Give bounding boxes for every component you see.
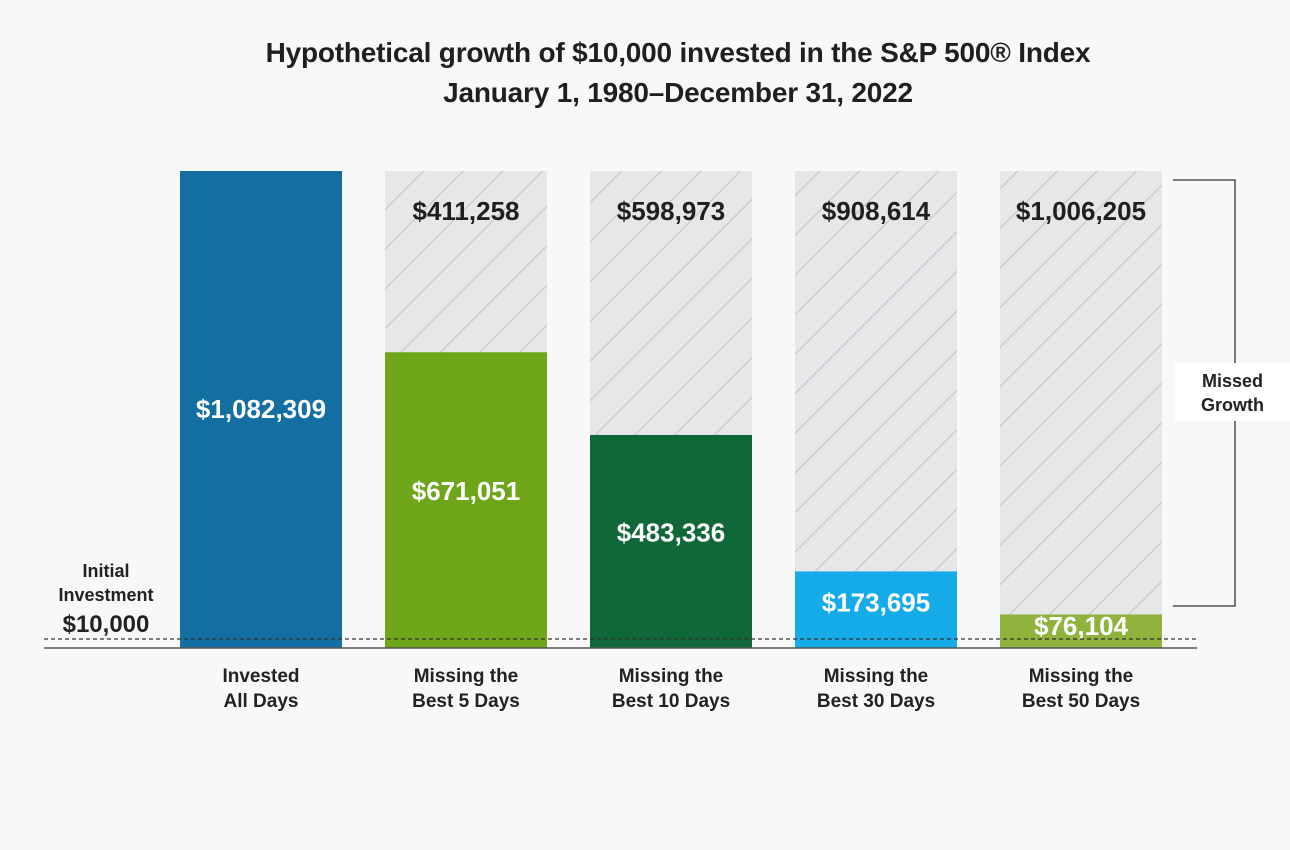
bars-layer: $1,082,309 Invested All Days $671,051 $411,2…: [180, 171, 1162, 712]
missed-value-label: $598,973: [617, 196, 725, 226]
initial-investment-value: $10,000: [63, 611, 150, 638]
value-label: $483,336: [617, 517, 725, 547]
initial-investment-label-1: Initial: [82, 561, 129, 581]
value-bar: [1000, 614, 1162, 648]
category-label-line-2: Best 50 Days: [1022, 691, 1140, 712]
bar-group-4: $173,695 $908,614 Missing the Best 30 Days: [795, 171, 957, 712]
category-label-line-2: Best 10 Days: [612, 691, 730, 712]
value-label: $173,695: [822, 588, 930, 618]
category-label-line-2: Best 5 Days: [412, 691, 520, 712]
missed-growth-area: [1000, 171, 1162, 648]
value-bar: [795, 571, 957, 648]
value-label: $671,051: [412, 476, 520, 506]
category-label-line-2: All Days: [224, 691, 299, 712]
missed-value-label: $411,258: [412, 196, 519, 226]
bar-group-2: $671,051 $411,258 Missing the Best 5 Days: [385, 171, 547, 712]
value-label: $76,104: [1034, 611, 1129, 641]
category-label-line-1: Missing the: [619, 666, 724, 687]
category-label-line-1: Missing the: [824, 666, 929, 687]
missed-growth-line-1: Missed: [1201, 371, 1264, 391]
category-label-line-1: Missing the: [1029, 666, 1134, 687]
initial-investment-label-2: Investment: [58, 585, 153, 605]
missed-value-label: $908,614: [822, 196, 931, 226]
value-bar: [180, 171, 342, 648]
category-label-line-1: Invested: [222, 666, 299, 687]
bar-group-3: $483,336 $598,973 Missing the Best 10 Days: [590, 171, 752, 712]
value-bar: [590, 434, 752, 648]
missed-growth-area: [795, 171, 957, 648]
value-bar: [385, 352, 547, 648]
chart-title: Hypothetical growth of $10,000 invested …: [265, 37, 1091, 68]
missed-growth-line-2: Growth: [1201, 395, 1264, 415]
missed-growth-label: Missed Growth: [1175, 363, 1290, 421]
category-label-line-1: Missing the: [414, 666, 519, 687]
bar-group-5: $76,104 $1,006,205 Missing the Best 50 Days: [1000, 171, 1162, 712]
value-label: $1,082,309: [196, 394, 326, 424]
category-label-line-2: Best 30 Days: [817, 691, 935, 712]
bar-group-1: $1,082,309 Invested All Days: [180, 171, 342, 712]
chart-subtitle: January 1, 1980–December 31, 2022: [443, 77, 913, 108]
missed-value-label: $1,006,205: [1016, 196, 1146, 226]
